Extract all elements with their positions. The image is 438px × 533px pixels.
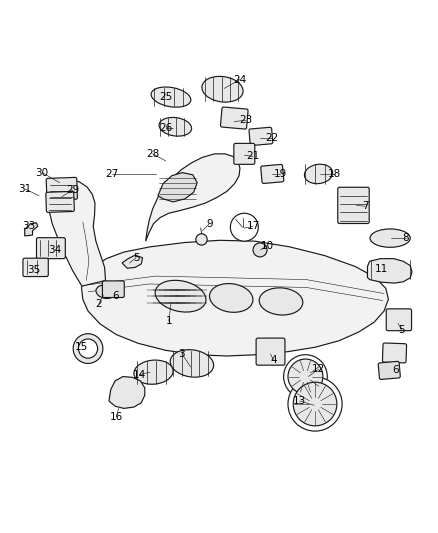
- FancyBboxPatch shape: [220, 107, 248, 129]
- Circle shape: [73, 334, 103, 364]
- Text: 22: 22: [265, 133, 279, 143]
- Text: 26: 26: [159, 123, 173, 133]
- Ellipse shape: [155, 280, 206, 312]
- Text: 18: 18: [328, 169, 341, 179]
- Text: 33: 33: [22, 221, 36, 231]
- Text: 8: 8: [403, 233, 409, 243]
- FancyBboxPatch shape: [249, 127, 273, 146]
- Text: 16: 16: [110, 412, 123, 422]
- FancyBboxPatch shape: [102, 281, 124, 297]
- Circle shape: [293, 382, 337, 426]
- Text: 1: 1: [166, 316, 172, 326]
- FancyBboxPatch shape: [256, 338, 285, 365]
- FancyBboxPatch shape: [234, 143, 255, 164]
- Text: 2: 2: [95, 298, 102, 309]
- Text: 15: 15: [75, 342, 88, 352]
- Ellipse shape: [202, 76, 243, 102]
- Text: 9: 9: [206, 219, 213, 229]
- Text: 29: 29: [66, 185, 79, 195]
- FancyBboxPatch shape: [261, 164, 284, 183]
- Polygon shape: [158, 173, 197, 202]
- Text: 13: 13: [293, 396, 307, 406]
- Text: 6: 6: [392, 366, 399, 375]
- Polygon shape: [122, 255, 143, 268]
- FancyBboxPatch shape: [382, 343, 406, 363]
- Polygon shape: [81, 240, 389, 356]
- Text: 7: 7: [362, 201, 369, 211]
- FancyBboxPatch shape: [378, 361, 400, 379]
- Text: 11: 11: [375, 264, 388, 273]
- Ellipse shape: [96, 285, 115, 298]
- Circle shape: [253, 243, 267, 257]
- Ellipse shape: [159, 117, 191, 136]
- Text: 35: 35: [27, 265, 40, 275]
- FancyBboxPatch shape: [23, 258, 48, 277]
- Ellipse shape: [259, 288, 303, 315]
- FancyBboxPatch shape: [46, 191, 74, 212]
- Text: 25: 25: [159, 92, 173, 102]
- Text: 10: 10: [261, 240, 274, 251]
- Polygon shape: [25, 223, 38, 236]
- FancyBboxPatch shape: [386, 309, 412, 330]
- Text: 34: 34: [49, 245, 62, 255]
- Text: 5: 5: [398, 325, 405, 335]
- Circle shape: [288, 359, 323, 394]
- Circle shape: [288, 377, 342, 431]
- Ellipse shape: [151, 87, 191, 107]
- Polygon shape: [109, 376, 145, 408]
- Text: 27: 27: [106, 169, 119, 179]
- Circle shape: [78, 339, 98, 358]
- Text: 3: 3: [179, 349, 185, 359]
- Polygon shape: [49, 180, 106, 286]
- Text: 5: 5: [133, 253, 139, 263]
- Ellipse shape: [209, 284, 253, 312]
- Text: 24: 24: [233, 75, 247, 85]
- Text: 14: 14: [133, 370, 146, 380]
- Text: 12: 12: [312, 364, 325, 374]
- Text: 21: 21: [247, 151, 260, 161]
- FancyBboxPatch shape: [46, 177, 78, 200]
- Text: 23: 23: [240, 115, 253, 125]
- FancyBboxPatch shape: [338, 187, 369, 223]
- Text: 31: 31: [18, 184, 32, 194]
- Text: 4: 4: [270, 356, 277, 365]
- Ellipse shape: [370, 229, 410, 247]
- FancyBboxPatch shape: [36, 238, 65, 259]
- Circle shape: [196, 234, 207, 245]
- Polygon shape: [367, 259, 412, 283]
- Text: 6: 6: [112, 291, 118, 301]
- Ellipse shape: [134, 360, 173, 384]
- Ellipse shape: [304, 164, 333, 184]
- Text: 17: 17: [247, 221, 260, 231]
- Polygon shape: [146, 154, 240, 241]
- Text: 28: 28: [146, 149, 159, 159]
- Circle shape: [230, 213, 258, 241]
- Text: 30: 30: [35, 168, 49, 177]
- Text: 19: 19: [273, 169, 287, 179]
- Ellipse shape: [170, 350, 214, 377]
- Circle shape: [284, 354, 327, 398]
